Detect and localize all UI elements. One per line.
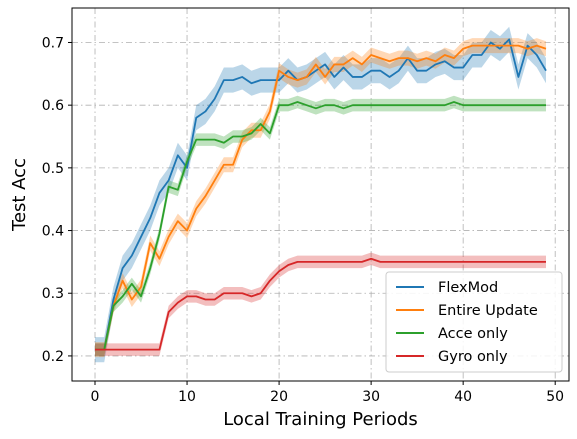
y-tick-label: 0.6: [42, 98, 64, 114]
line-flexmod: [95, 38, 547, 351]
legend-label-flexmod: FlexMod: [438, 280, 498, 296]
legend-box: [385, 271, 563, 373]
y-tick-label: 0.7: [42, 35, 64, 51]
line-acce-only: [95, 101, 546, 351]
x-tick-label: 10: [178, 389, 196, 405]
y-tick-label: 0.2: [42, 349, 64, 365]
axis-ticks: 0 10 20 30 40 50 0.2 0.3 0.4 0.5 0.6 0.7: [42, 35, 564, 405]
confidence-bands: [95, 26, 546, 363]
x-tick-label: 40: [454, 389, 472, 405]
y-tick-label: 0.3: [42, 286, 64, 302]
legend: FlexMod Entire Update Acce only Gyro only: [385, 271, 563, 373]
legend-label-acce-only: Acce only: [438, 326, 508, 342]
x-axis-title: Local Training Periods: [223, 409, 418, 430]
x-tick-label: 0: [91, 389, 100, 405]
series-lines: [95, 38, 547, 351]
band-gyro-only: [95, 252, 546, 356]
line-gyro-only: [95, 257, 546, 351]
x-tick-label: 50: [546, 389, 564, 405]
plot-frame: [71, 7, 570, 382]
band-flexmod: [95, 26, 546, 363]
x-tick-label: 30: [362, 389, 380, 405]
legend-label-gyro-only: Gyro only: [438, 349, 508, 365]
y-axis-title: Test Acc: [9, 158, 30, 232]
y-tick-label: 0.4: [42, 224, 64, 240]
x-tick-label: 20: [270, 389, 288, 405]
y-tick-label: 0.5: [42, 161, 64, 177]
line-entire-update: [95, 44, 547, 351]
legend-label-entire-update: Entire Update: [438, 303, 538, 319]
